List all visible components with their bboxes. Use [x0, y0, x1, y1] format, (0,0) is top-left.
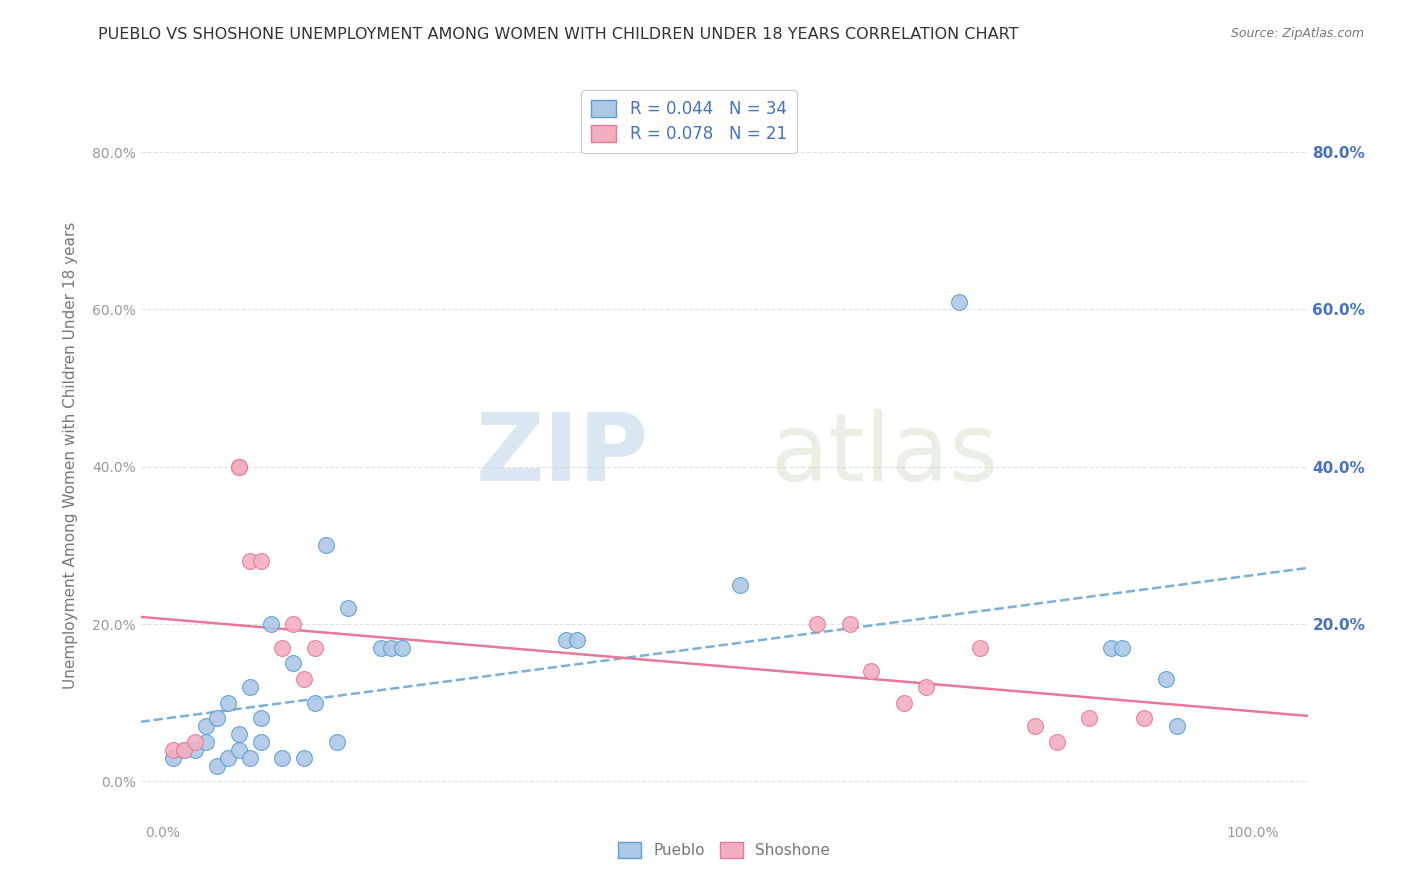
Text: PUEBLO VS SHOSHONE UNEMPLOYMENT AMONG WOMEN WITH CHILDREN UNDER 18 YEARS CORRELA: PUEBLO VS SHOSHONE UNEMPLOYMENT AMONG WO… — [98, 27, 1019, 42]
Point — [205, 758, 228, 772]
Point — [1024, 719, 1046, 733]
Point — [380, 640, 402, 655]
Text: ZIP: ZIP — [475, 409, 648, 501]
Point — [217, 696, 239, 710]
Point — [304, 640, 326, 655]
Point — [228, 727, 250, 741]
Point — [205, 711, 228, 725]
Point — [173, 743, 195, 757]
Point — [915, 680, 938, 694]
Point — [391, 640, 413, 655]
Point — [271, 640, 294, 655]
Point — [228, 743, 250, 757]
Point — [1111, 640, 1133, 655]
Point — [249, 711, 271, 725]
Point — [336, 601, 359, 615]
Text: Source: ZipAtlas.com: Source: ZipAtlas.com — [1230, 27, 1364, 40]
Point — [228, 459, 250, 474]
Point — [860, 664, 883, 678]
Y-axis label: Unemployment Among Women with Children Under 18 years: Unemployment Among Women with Children U… — [63, 221, 77, 689]
Point — [184, 743, 207, 757]
Point — [555, 632, 578, 647]
Point — [893, 696, 915, 710]
Point — [249, 554, 271, 568]
Point — [217, 750, 239, 764]
Point — [1166, 719, 1188, 733]
Point — [239, 680, 262, 694]
Point — [292, 750, 315, 764]
Point — [806, 617, 828, 632]
Point — [838, 617, 860, 632]
Point — [292, 672, 315, 686]
Point — [260, 617, 283, 632]
Point — [1133, 711, 1156, 725]
Point — [283, 617, 305, 632]
Point — [304, 696, 326, 710]
Point — [969, 640, 991, 655]
Point — [948, 294, 970, 309]
Point — [162, 750, 184, 764]
Text: atlas: atlas — [770, 409, 1000, 501]
Point — [1078, 711, 1101, 725]
Point — [315, 538, 337, 552]
Point — [283, 657, 305, 671]
Point — [271, 750, 294, 764]
Point — [173, 743, 195, 757]
Point — [195, 719, 218, 733]
Point — [1046, 735, 1069, 749]
Point — [1099, 640, 1122, 655]
Point — [370, 640, 392, 655]
Legend: Pueblo, Shoshone: Pueblo, Shoshone — [612, 836, 837, 864]
Point — [195, 735, 218, 749]
Point — [326, 735, 349, 749]
Point — [184, 735, 207, 749]
Point — [239, 554, 262, 568]
Point — [162, 743, 184, 757]
Point — [565, 632, 588, 647]
Point — [228, 459, 250, 474]
Point — [1154, 672, 1177, 686]
Point — [730, 577, 752, 591]
Point — [249, 735, 271, 749]
Point — [239, 750, 262, 764]
